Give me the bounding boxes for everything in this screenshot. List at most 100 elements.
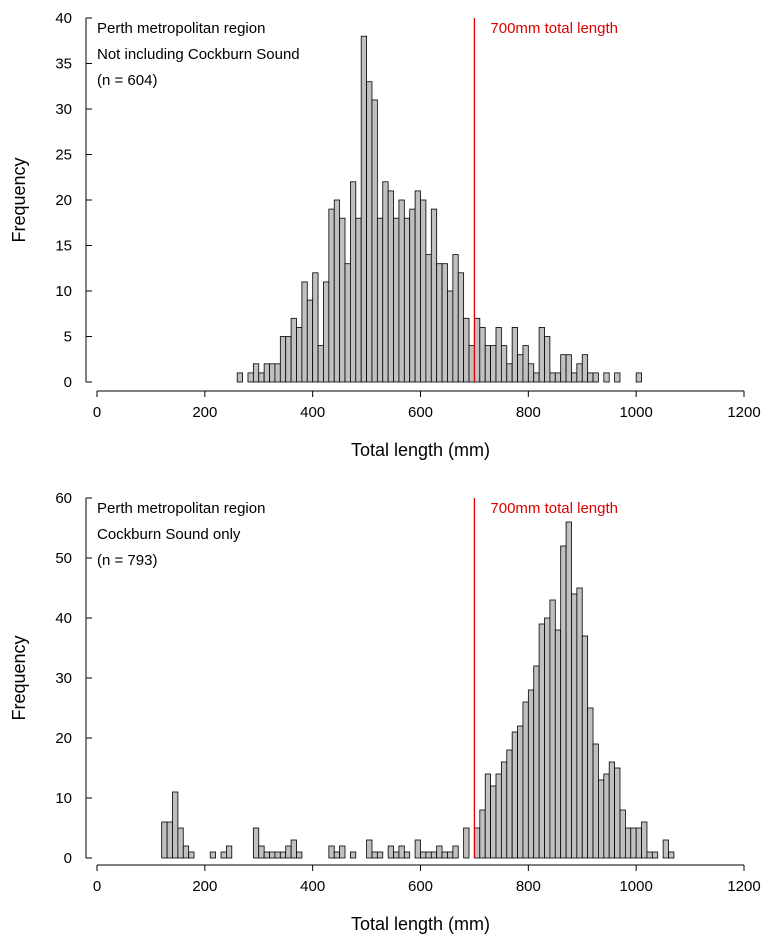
- histogram-bar: [252, 363, 260, 383]
- histogram-bar: [447, 290, 454, 383]
- histogram-bar: [452, 254, 459, 383]
- histogram-bar: [511, 326, 518, 383]
- histogram-bar: [393, 851, 400, 859]
- histogram-bar: [263, 851, 270, 859]
- histogram-bar: [333, 199, 341, 383]
- y-tick-label: 15: [55, 238, 72, 255]
- histogram-bar: [182, 845, 190, 859]
- histogram-bar: [554, 629, 562, 859]
- histogram-bar: [651, 851, 659, 859]
- histogram-bar: [538, 326, 545, 383]
- x-tick-label: 1200: [727, 404, 760, 421]
- x-tick-label: 0: [93, 404, 101, 421]
- histogram-bar: [662, 839, 669, 859]
- histogram-bar: [398, 199, 405, 383]
- histogram-bar: [371, 851, 378, 859]
- histogram-bar: [571, 372, 578, 383]
- histogram-bar: [608, 761, 615, 859]
- histogram-bar: [500, 761, 508, 859]
- histogram-bar: [614, 372, 621, 383]
- histogram-bar: [393, 217, 400, 383]
- histogram-bar: [463, 827, 470, 859]
- histogram-bar: [527, 689, 535, 859]
- histogram-bar: [220, 851, 227, 859]
- x-tick-label: 600: [408, 878, 433, 895]
- histogram-bar: [420, 851, 427, 859]
- panel-title-line: (n = 793): [97, 552, 157, 569]
- histogram-bar: [225, 845, 233, 859]
- histogram-bar: [495, 773, 502, 859]
- histogram-bar: [506, 749, 513, 859]
- histogram-bar: [409, 208, 416, 383]
- histogram-bar: [414, 190, 421, 383]
- histogram-bar: [382, 181, 389, 383]
- histogram-bar: [474, 317, 481, 383]
- histogram-bar: [177, 827, 184, 859]
- histogram-bar: [565, 521, 572, 859]
- y-tick-label: 50: [55, 550, 72, 567]
- histogram-bar: [355, 217, 362, 383]
- panel-title-line: Not including Cockburn Sound: [97, 46, 300, 63]
- histogram-bar: [209, 851, 217, 859]
- histogram-bar: [436, 263, 443, 383]
- histogram-bar: [323, 281, 330, 383]
- histogram-bar: [441, 263, 448, 383]
- histogram-bar: [576, 587, 583, 859]
- histogram-bar: [619, 809, 626, 859]
- histogram-bar: [571, 593, 578, 859]
- histogram-bar: [339, 845, 346, 859]
- x-tick-label: 400: [300, 878, 325, 895]
- histogram-bar: [317, 345, 324, 383]
- histogram-bar: [263, 363, 270, 383]
- histogram-bar: [366, 839, 373, 859]
- histogram-bar: [500, 345, 508, 383]
- histogram-bar: [420, 199, 427, 383]
- histogram-bar: [301, 281, 308, 383]
- histogram-bar: [252, 827, 260, 859]
- histogram-bar: [290, 317, 297, 383]
- histogram-bar: [188, 851, 195, 859]
- histogram-bar: [457, 272, 465, 383]
- y-tick-label: 10: [55, 790, 72, 807]
- panel-title-line: Perth metropolitan region: [97, 500, 265, 517]
- histogram-bar: [646, 851, 653, 859]
- histogram-bar: [587, 707, 594, 859]
- histogram-bar: [166, 821, 173, 859]
- y-axis-label: Frequency: [9, 635, 29, 720]
- histogram-bar: [463, 317, 470, 383]
- x-tick-label: 800: [516, 878, 541, 895]
- reference-line-label: 700mm total length: [490, 20, 618, 37]
- y-tick-label: 10: [55, 283, 72, 300]
- histogram-bar: [403, 851, 411, 859]
- histogram-bar: [506, 363, 513, 383]
- histogram-bar: [279, 851, 287, 859]
- histogram-bar: [274, 363, 281, 383]
- histogram-bar: [598, 779, 605, 859]
- y-tick-label: 40: [55, 610, 72, 627]
- histogram-bar: [269, 363, 276, 383]
- histogram-bar: [258, 372, 265, 383]
- histogram-bar: [172, 791, 179, 859]
- histogram-bar: [544, 336, 551, 383]
- histogram-bar: [269, 851, 276, 859]
- x-tick-label: 1200: [727, 878, 760, 895]
- histogram-bar: [533, 372, 540, 383]
- y-tick-label: 30: [55, 101, 72, 118]
- histogram-bar: [522, 345, 529, 383]
- histogram-bar: [312, 272, 319, 383]
- histogram-bar: [603, 372, 610, 383]
- histogram-bar: [554, 372, 562, 383]
- histogram-bar: [328, 208, 335, 383]
- histogram-bar: [474, 827, 481, 859]
- histogram-bar: [274, 851, 281, 859]
- histogram-bar: [161, 821, 168, 859]
- histogram-bar: [603, 773, 610, 859]
- reference-line-label: 700mm total length: [490, 500, 618, 517]
- x-tick-label: 800: [516, 404, 541, 421]
- histogram-bar: [350, 851, 357, 859]
- histogram-bar: [290, 839, 297, 859]
- histogram-bar: [344, 263, 351, 383]
- y-tick-label: 35: [55, 56, 72, 73]
- y-tick-label: 0: [64, 374, 72, 391]
- x-tick-label: 600: [408, 404, 433, 421]
